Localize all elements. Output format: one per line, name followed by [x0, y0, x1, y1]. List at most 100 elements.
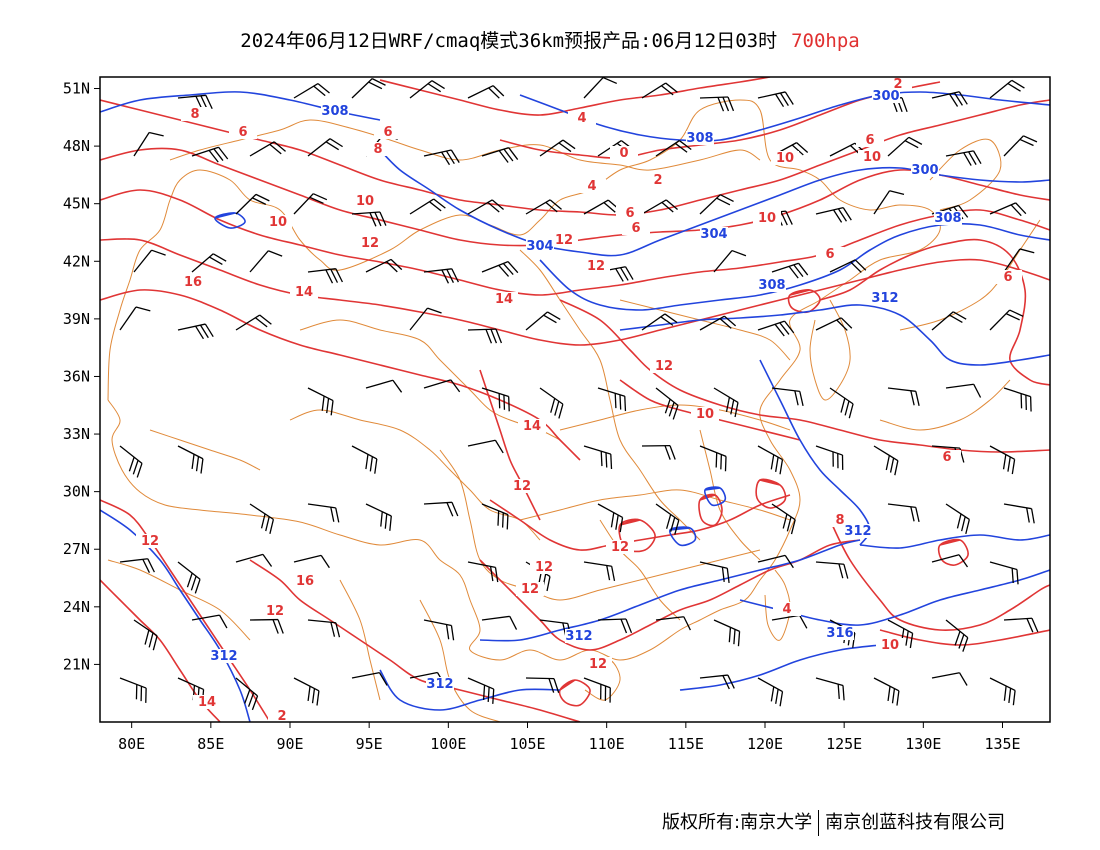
wind-barb-flag: [1026, 618, 1034, 633]
temperature-label-bg: [550, 233, 578, 247]
temperature-contour: [100, 147, 1050, 247]
wind-barb-flag: [1016, 569, 1019, 585]
temperature-label-bg: [530, 560, 558, 574]
wind-barb: [293, 193, 328, 215]
height-label-bg: [758, 278, 786, 292]
temperature-label: 0: [619, 146, 628, 161]
wind-barb-shaft: [307, 503, 336, 509]
wind-barb-flag: [719, 318, 732, 329]
wind-barb-flag: [200, 458, 204, 474]
map-frame: [99, 76, 1051, 723]
wind-barb-flag: [369, 456, 374, 472]
wind-barb-flag: [1007, 456, 1011, 472]
wind-barb: [539, 387, 564, 419]
wind-barb-flag: [905, 630, 909, 646]
wind-barb: [423, 268, 459, 284]
wind-barb-flag: [726, 568, 730, 584]
wind-barb-flag: [625, 618, 633, 634]
wind-barb: [365, 258, 403, 273]
wind-barb-flag: [368, 81, 383, 90]
wind-barb-flag: [369, 212, 377, 227]
latitude-ticks: 51N 48N 45N 42N 39N 36N 33N 30N 27N 24N 21N: [63, 80, 100, 673]
wind-barb-shaft: [597, 503, 623, 519]
wind-barb-shaft: [133, 249, 153, 273]
wind-barb-shaft: [815, 561, 844, 565]
wind-barb-shaft: [467, 677, 494, 690]
wind-barb-shaft: [249, 503, 274, 520]
wind-barb-flag: [661, 201, 674, 213]
wind-barb-shaft: [409, 307, 429, 331]
lon-tick-label: 135E: [984, 735, 1020, 753]
wind-barb-flag: [894, 460, 899, 476]
lon-tick-label: 85E: [197, 735, 224, 753]
wind-barb-flag: [958, 205, 969, 218]
wind-barb-flag: [610, 454, 613, 470]
wind-barb-flag: [152, 635, 158, 651]
temperature-label-bg: [582, 259, 610, 273]
wind-barb-flag: [733, 629, 736, 645]
lat-tick-label: 45N: [63, 195, 90, 213]
lon-tick-label: 80E: [118, 735, 145, 753]
height-contour-loop: [704, 486, 727, 507]
height-label: 312: [844, 524, 871, 539]
wind-barb-flag: [915, 507, 920, 523]
height-label-bg: [844, 524, 872, 538]
wind-barb-flag: [433, 198, 446, 209]
wind-barb-shaft: [409, 671, 438, 679]
temperature-labels: 86 68101012141614121412121212121216121461…: [136, 77, 1022, 722]
wind-barb-flag: [832, 451, 834, 467]
wind-barb: [481, 260, 519, 277]
wind-barb-flag: [1003, 685, 1007, 701]
wind-barb: [945, 383, 982, 398]
wind-barb-flag: [199, 324, 209, 339]
wind-barb-flag: [1031, 617, 1039, 633]
wind-barb-flag: [507, 261, 519, 274]
wind-barb-shaft: [423, 619, 452, 627]
wind-barb-shaft: [481, 147, 509, 157]
wind-barb-flag: [901, 97, 908, 113]
wind-barb-flag: [602, 77, 618, 85]
temperature-label: 14: [523, 419, 541, 434]
wind-barb-shaft: [351, 78, 373, 99]
wind-barb-flag: [915, 391, 920, 406]
wind-barb-flag: [545, 201, 558, 213]
footer-separator: [818, 810, 820, 836]
lon-tick-label: 95E: [356, 735, 383, 753]
border-line: [519, 249, 701, 541]
wind-barb-flag: [550, 398, 556, 413]
wind-barb-flag: [724, 456, 727, 472]
wind-barb-shaft: [119, 445, 143, 464]
wind-barb-shaft: [757, 677, 783, 693]
wind-barb-shaft: [829, 387, 854, 405]
wind-barb-shaft: [177, 561, 201, 580]
wind-barb-flag: [269, 143, 282, 155]
wind-barb-flag: [313, 85, 326, 97]
temperature-label: 12: [266, 604, 284, 619]
lat-tick-label: 39N: [63, 310, 90, 328]
height-label-bg: [210, 649, 238, 663]
wind-barb-shaft: [815, 445, 843, 456]
wind-barb-shaft: [583, 199, 609, 215]
lon-tick-label: 90E: [276, 735, 303, 753]
temperature-label: 14: [495, 292, 513, 307]
wind-barb-flag: [775, 689, 779, 704]
wind-barb-shaft: [293, 677, 320, 692]
wind-barb: [423, 501, 459, 517]
wind-barb-shaft: [481, 615, 510, 621]
wind-barb-shaft: [713, 387, 739, 403]
height-label-bg: [686, 131, 714, 145]
wind-barb-flag: [968, 151, 977, 165]
border-line: [339, 579, 381, 701]
wind-barb-flag: [147, 558, 155, 573]
temperature-label-bg: [490, 292, 518, 306]
wind-barb-flag: [487, 201, 500, 213]
temperature-label: 2: [893, 77, 902, 92]
wind-barb: [293, 83, 330, 99]
temperature-label-bg: [264, 215, 292, 229]
wind-barb-flag: [889, 190, 905, 196]
wind-barb-flag: [140, 686, 143, 702]
wind-barb-shaft: [249, 141, 275, 157]
wind-barb-shaft: [583, 445, 611, 455]
height-contour: [679, 644, 881, 691]
wind-barb: [989, 677, 1016, 706]
